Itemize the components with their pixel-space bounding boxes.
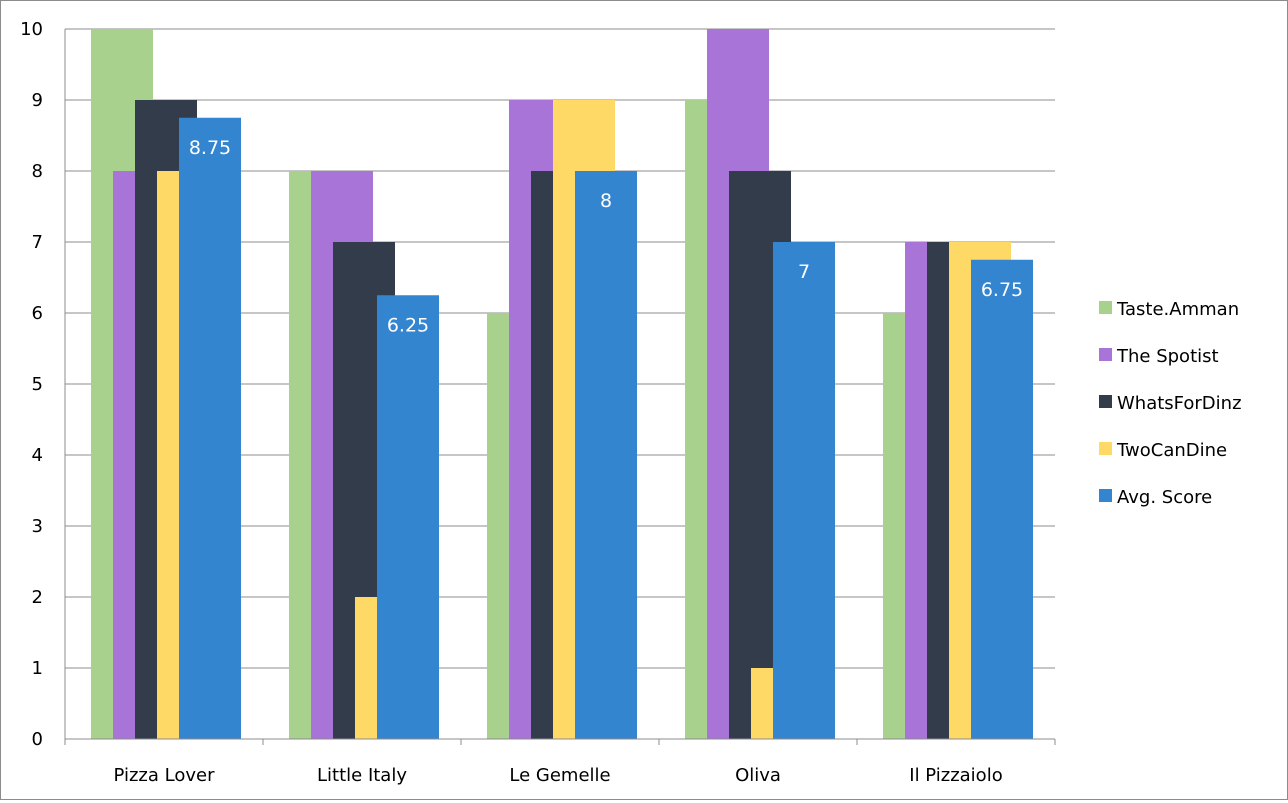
legend-label: TwoCanDine [1116, 440, 1227, 461]
data-label: 8.75 [189, 137, 231, 159]
legend-label: Taste.Amman [1116, 299, 1239, 320]
y-tick-label: 8 [32, 161, 43, 182]
axes: 0 1 2 3 4 5 6 7 8 9 10 Pizza Lover Little Italy Le Ge… [20, 19, 1056, 786]
bars: 8.75 6.25 8 7 6.75 [91, 29, 1033, 739]
legend-swatch [1099, 395, 1112, 408]
legend-swatch [1099, 489, 1112, 502]
bar [179, 117, 241, 739]
y-tick-label: 9 [32, 90, 43, 111]
data-label: 6.75 [981, 279, 1023, 301]
y-tick-label: 7 [32, 232, 43, 253]
data-label: 8 [600, 190, 612, 212]
y-tick-label: 6 [32, 303, 43, 324]
data-label: 6.25 [387, 314, 429, 336]
y-tick-label: 2 [32, 587, 43, 608]
y-tick-label: 1 [32, 658, 43, 679]
y-tick-label: 0 [32, 729, 43, 750]
legend: Taste.Amman The Spotist WhatsForDinz TwoCan… [1099, 299, 1242, 508]
legend-label: WhatsForDinz [1117, 393, 1242, 414]
legend-swatch [1099, 442, 1112, 455]
y-tick-label: 10 [20, 19, 43, 40]
x-tick-label: Oliva [735, 765, 781, 786]
x-tick-label: Little Italy [317, 765, 407, 786]
y-tick-label: 5 [32, 374, 43, 395]
bar [773, 242, 835, 739]
bar [377, 295, 439, 739]
legend-label: Avg. Score [1117, 487, 1212, 508]
legend-swatch [1099, 348, 1112, 361]
data-label: 7 [798, 261, 810, 283]
y-tick-label: 3 [32, 516, 43, 537]
x-tick-label: Pizza Lover [114, 765, 216, 786]
y-tick-label: 4 [32, 445, 43, 466]
bar [971, 259, 1033, 739]
legend-label: The Spotist [1116, 346, 1219, 367]
x-tick-label: Il Pizzaiolo [909, 765, 1002, 786]
bar [575, 171, 637, 739]
x-tick-label: Le Gemelle [509, 765, 610, 786]
legend-swatch [1099, 301, 1112, 314]
